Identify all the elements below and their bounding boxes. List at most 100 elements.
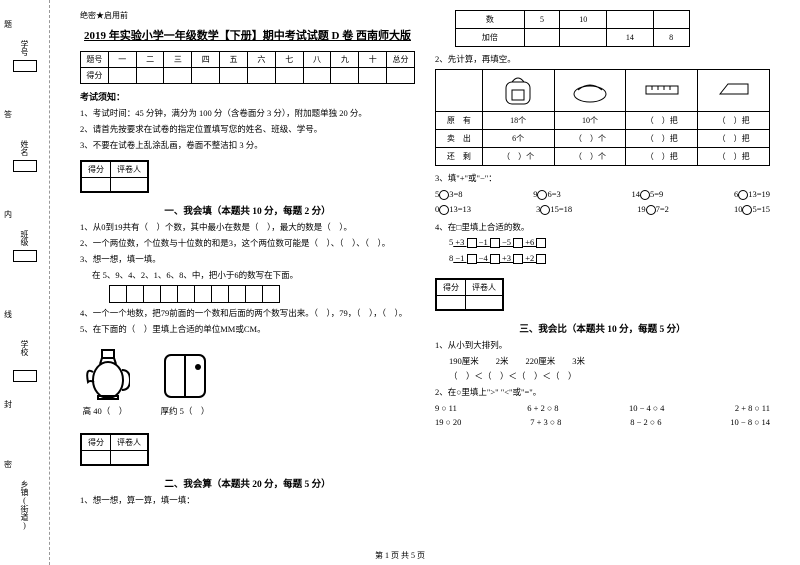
sb: 评卷人	[111, 162, 148, 178]
margin-box	[13, 160, 37, 172]
margin-box	[13, 370, 37, 382]
td: （ ）把	[698, 129, 770, 147]
q4: 4、一个一个地数，把79前面的一个数和后面的两个数写出来。（ ），79，（ ），…	[80, 307, 415, 320]
td	[607, 11, 654, 29]
wallet-icon	[160, 347, 210, 402]
cmp: 10 − 4 ○ 4	[629, 403, 664, 413]
th: 总分	[387, 52, 415, 68]
margin-label: 班级	[19, 230, 30, 246]
margin-label: 姓名	[19, 140, 30, 156]
q5b-label: 厚约 5（ ）	[160, 405, 210, 418]
instruction-line: 3、不要在试卷上乱涂乱画，卷面不整洁扣 3 分。	[80, 139, 415, 152]
th: 九	[331, 52, 359, 68]
left-column: 绝密★启用前 2019 年实验小学一年级数学【下册】期中考试试题 D 卷 西南师…	[70, 10, 425, 565]
th: 七	[275, 52, 303, 68]
compare-row: 9 ○ 11 6 + 2 ○ 8 10 − 4 ○ 4 2 + 8 ○ 11	[435, 403, 770, 413]
picture-table: 原 有 18个 10个 （ ）把 （ ）把 卖 出 6个 （ ）个 （ ）把 （…	[435, 69, 770, 166]
td: （ ）把	[698, 111, 770, 129]
backpack-icon	[498, 72, 538, 107]
cmp: 7 + 3 ○ 8	[530, 417, 561, 427]
th: 四	[192, 52, 220, 68]
margin-box	[13, 60, 37, 72]
td: （ ）把	[626, 147, 698, 165]
page-footer: 第 1 页 共 5 页	[0, 550, 800, 561]
chain-row: 5 +3 −1 −5 +6	[449, 236, 770, 249]
instruction-line: 2、请首先按要求在试卷的指定位置填写您的姓名、班级、学号。	[80, 123, 415, 136]
td: 10个	[554, 111, 626, 129]
s2q4: 4、在□里填上合适的数。	[435, 221, 770, 234]
secret-label: 绝密★启用前	[80, 10, 415, 21]
score-box: 得分评卷人	[435, 278, 504, 311]
td: （ ）把	[626, 111, 698, 129]
td: 5	[524, 11, 560, 29]
margin-box	[13, 250, 37, 262]
td	[653, 11, 689, 29]
answer-boxes	[110, 285, 415, 303]
dash-label: 线	[3, 310, 14, 318]
cmp: 6 + 2 ○ 8	[527, 403, 558, 413]
shoe-icon	[570, 72, 610, 107]
td: （ ）个	[554, 147, 626, 165]
th: 二	[136, 52, 164, 68]
section1-title: 一、我会填（本题共 10 分，每题 2 分）	[80, 203, 415, 217]
sb: 得分	[82, 162, 111, 178]
td: 10	[560, 11, 607, 29]
th: 八	[303, 52, 331, 68]
math-row: 013=13 315=18 197=2 105=15	[435, 204, 770, 215]
eraser-icon	[714, 72, 754, 107]
td: （ ）把	[626, 129, 698, 147]
dash-label: 题	[3, 20, 14, 28]
section3-title: 三、我会比（本题共 10 分，每题 5 分）	[435, 321, 770, 335]
sb: 评卷人	[466, 279, 503, 295]
rowh: 卖 出	[436, 129, 483, 147]
score-box: 得分评卷人	[80, 433, 149, 466]
td	[560, 29, 607, 47]
q1: 1、从0到19共有（ ）个数，其中最小在数是（ ），最大的数是（ ）。	[80, 221, 415, 234]
cmp: 8 − 2 ○ 6	[630, 417, 661, 427]
rowh: 原 有	[436, 111, 483, 129]
s2q2: 2、先计算，再填空。	[435, 53, 770, 66]
q3b: 在 5、9、4、2、1、6、8、中，把小于6的数写在下面。	[92, 269, 415, 282]
td: 14	[607, 29, 654, 47]
math-row: 53=8 96=3 145=9 613=19	[435, 189, 770, 200]
s2q3: 3、填"+"或"−"：	[435, 172, 770, 185]
teapot-icon	[80, 342, 130, 402]
dash-label: 答	[3, 110, 14, 118]
th: 题号	[81, 52, 109, 68]
instructions-title: 考试须知：	[80, 90, 415, 103]
sb: 得分	[82, 434, 111, 450]
margin-label: 学号	[19, 40, 30, 56]
cmp: 10 − 8 ○ 14	[730, 417, 770, 427]
margin-label: 乡镇(街道)	[19, 480, 30, 530]
exam-title: 2019 年实验小学一年级数学【下册】期中考试试题 D 卷 西南师大版	[80, 27, 415, 43]
cmp: 9 ○ 11	[435, 403, 457, 413]
cmp: 19 ○ 20	[435, 417, 461, 427]
dash-label: 内	[3, 210, 14, 218]
td: 18个	[482, 111, 554, 129]
td	[524, 29, 560, 47]
q2: 2、一个两位数，个位数与十位数的和是3，这个两位数可能是（ ）、（ ）、（ ）。	[80, 237, 415, 250]
s3q1: 1、从小到大排列。	[435, 339, 770, 352]
sb: 得分	[437, 279, 466, 295]
q5a-label: 高 40（ ）	[80, 405, 130, 418]
th: 三	[164, 52, 192, 68]
dash-label: 封	[3, 400, 14, 408]
rowh: 还 剩	[436, 147, 483, 165]
td: 8	[653, 29, 689, 47]
ruler-icon	[642, 72, 682, 107]
instruction-line: 1、考试时间：45 分钟，满分为 100 分（含卷面分 3 分），附加题单独 2…	[80, 107, 415, 120]
q3a: 3、想一想，填一填。	[80, 253, 415, 266]
s2q1: 1、想一想，算一算，填一填：	[80, 494, 415, 507]
chain-row: 8 −1 −4 +3 +2	[449, 252, 770, 265]
dash-label: 密	[3, 460, 14, 468]
q5: 5、在下面的（ ）里填上合适的单位MM或CM。	[80, 323, 415, 336]
binding-margin: 学号 姓名 班级 学校 乡镇(街道) 题 答 内 线 封 密	[0, 0, 50, 565]
score-box: 得分评卷人	[80, 160, 149, 193]
td: 数	[456, 11, 525, 29]
section2-title: 二、我会算（本题共 20 分，每题 5 分）	[80, 476, 415, 490]
th: 五	[220, 52, 248, 68]
s3q2: 2、在○里填上">" "<"或"="。	[435, 386, 770, 399]
right-column: 数 5 10 加倍 14 8 2、先计算，再填空。	[425, 10, 780, 565]
cmp: 2 + 8 ○ 11	[735, 403, 770, 413]
td: 6个	[482, 129, 554, 147]
